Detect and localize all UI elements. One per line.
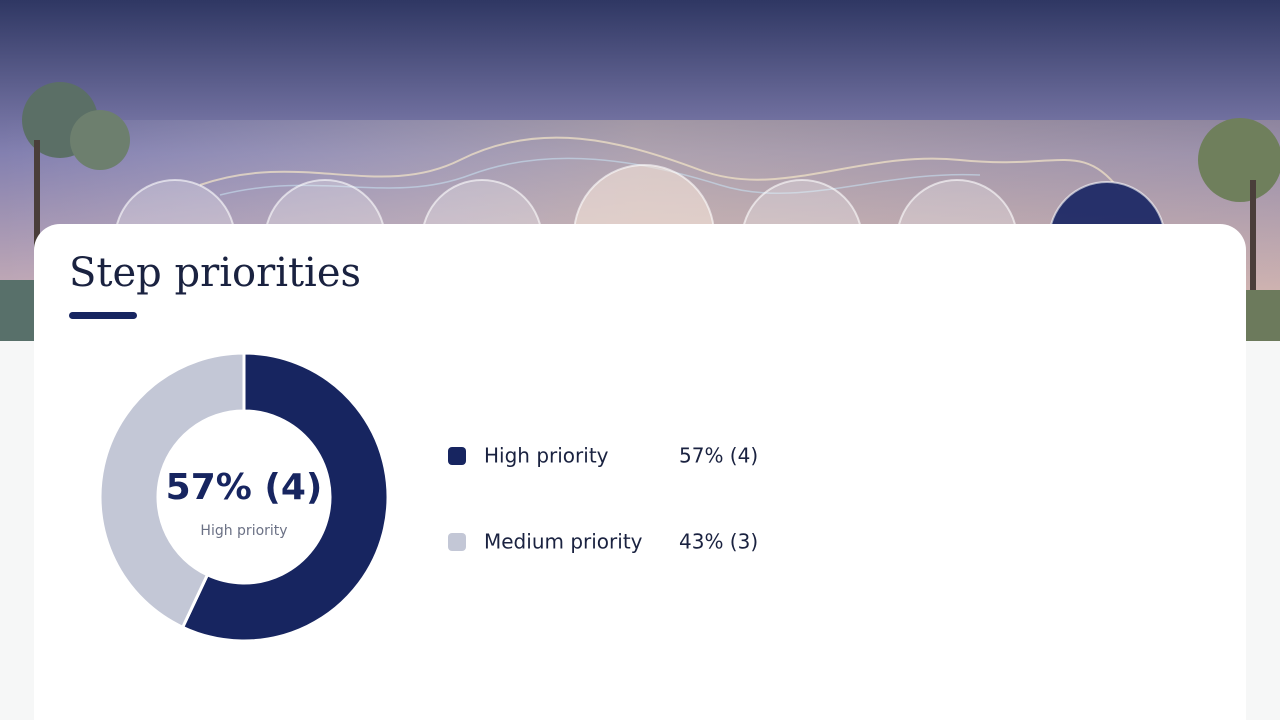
- center-label: High priority: [200, 523, 287, 539]
- legend-value: 43% (3): [679, 530, 758, 554]
- legend-value: 57% (4): [679, 444, 758, 468]
- center-value: 57% (4): [166, 467, 323, 508]
- legend-label: High priority: [484, 444, 609, 468]
- donut-segment: [180, 351, 390, 643]
- legend-swatch: [448, 447, 466, 465]
- donut-chart: [98, 351, 390, 643]
- legend-label: Medium priority: [484, 530, 643, 554]
- title-underline: [69, 312, 137, 319]
- legend: High priority 57% (4) Medium priority 43% (…: [448, 444, 758, 554]
- card-title: Step priorities: [69, 250, 361, 296]
- donut-segment: [98, 351, 246, 630]
- legend-swatch: [448, 533, 466, 551]
